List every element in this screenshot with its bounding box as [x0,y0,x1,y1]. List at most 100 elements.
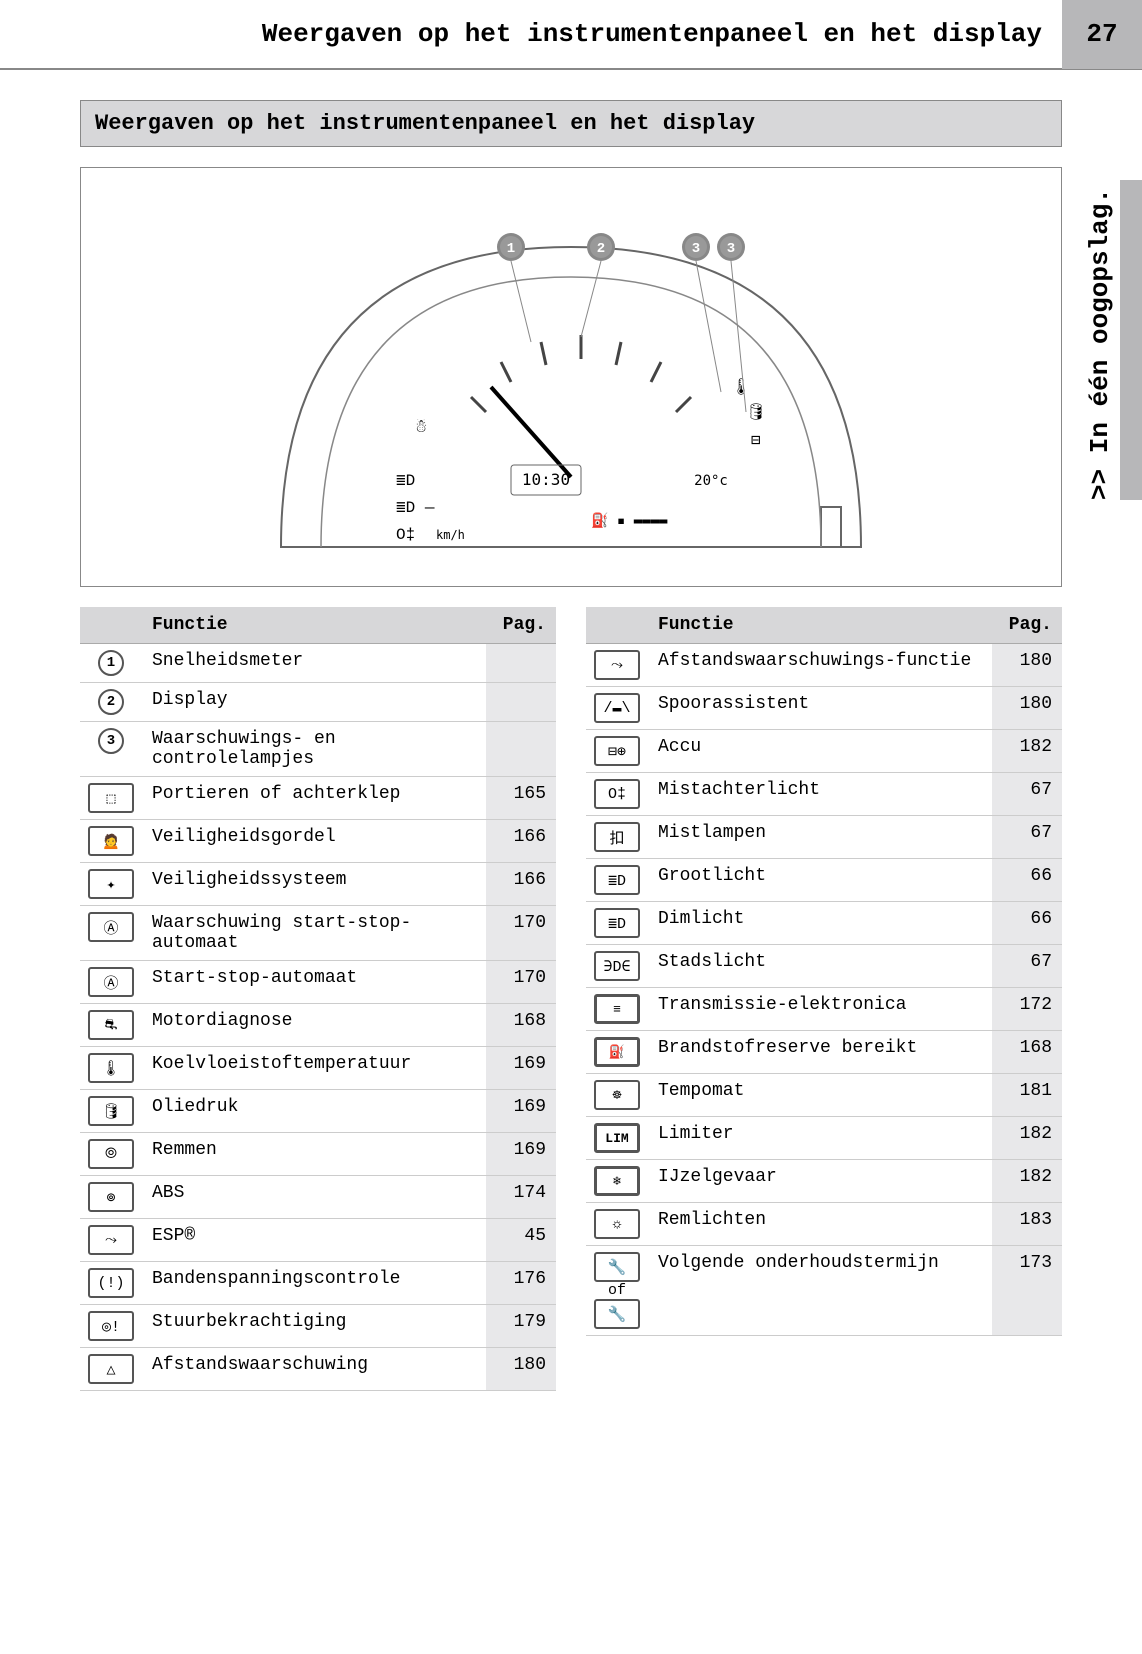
indicator-icon: △ [88,1354,134,1384]
function-label: Snelheidsmeter [142,644,486,683]
page-ref: 168 [486,1004,556,1047]
table-row: (!) Bandenspanningscontrole 176 [80,1262,556,1305]
function-label: Mistlampen [648,816,992,859]
function-label: Veiligheidssysteem [142,863,486,906]
page-ref: 172 [992,988,1062,1031]
indicator-icon: ⦾ [88,1139,134,1169]
indicator-icon: ✦ [88,869,134,899]
table-row: ⊟⊕ Accu 182 [586,730,1062,773]
table-row: ☼ Remlichten 183 [586,1203,1062,1246]
table-row: ❄ IJzelgevaar 182 [586,1160,1062,1203]
table-row: ⤳ ESP® 45 [80,1219,556,1262]
callout-circle-icon: 1 [98,650,124,676]
svg-text:🛢: 🛢 [746,403,766,422]
icon-cell: Ⓐ [80,961,142,1004]
table-row: ⊚ ABS 174 [80,1176,556,1219]
diagram-unit: km/h [436,528,465,542]
icon-cell: ⦾ [80,1133,142,1176]
function-label: Motordiagnose [142,1004,486,1047]
page-ref: 180 [992,687,1062,730]
icon-cell: △ [80,1348,142,1391]
table-row: ⦾ Remmen 169 [80,1133,556,1176]
page-ref: 170 [486,906,556,961]
icon-cell: ⛽ [586,1031,648,1074]
side-tab: >> In één oogopslag. [1082,180,1142,500]
svg-text:3: 3 [692,241,700,257]
function-label: ESP® [142,1219,486,1262]
function-label: Mistachterlicht [648,773,992,816]
table-row: ⬚ Portieren of achterklep 165 [80,777,556,820]
page-ref: 170 [486,961,556,1004]
table-row: ≣D Grootlicht 66 [586,859,1062,902]
table-row: 1 Snelheidsmeter [80,644,556,683]
table-row: O‡ Mistachterlicht 67 [586,773,1062,816]
diagram-temp: 20°c [694,473,728,489]
page-ref: 180 [486,1348,556,1391]
table-row: ≡ Transmissie-elektronica 172 [586,988,1062,1031]
icon-cell: ⊟⊕ [586,730,648,773]
function-label: Brandstofreserve bereikt [648,1031,992,1074]
function-label: Bandenspanningscontrole [142,1262,486,1305]
svg-text:O‡: O‡ [396,526,415,544]
function-label: Remlichten [648,1203,992,1246]
col-func: Functie [648,607,992,644]
indicators-table-right: Functie Pag. ⤳ Afstandswaarschuwings-fun… [586,607,1062,1336]
svg-text:3: 3 [727,241,735,257]
indicator-icon: ☼ [594,1209,640,1239]
table-row: ◎! Stuurbekrachtiging 179 [80,1305,556,1348]
page-ref: 165 [486,777,556,820]
function-label: Veiligheidsgordel [142,820,486,863]
function-label: Start-stop-automaat [142,961,486,1004]
page-ref: 67 [992,773,1062,816]
indicator-icon: /▬\ [594,693,640,723]
indicator-icon: 🛢 [88,1096,134,1126]
indicator-icon: ≣D [594,865,640,895]
function-label: Spoorassistent [648,687,992,730]
callout-circle-icon: 2 [98,689,124,715]
icon-cell: 🌡 [80,1047,142,1090]
page-ref: 66 [992,902,1062,945]
icon-cell: 3 [80,722,142,777]
icon-cell: ⊚ [80,1176,142,1219]
svg-text:⛽ ▪ ▬▬▬▬: ⛽ ▪ ▬▬▬▬ [591,512,668,529]
page-ref [486,683,556,722]
table-row: ∋D∈ Stadslicht 67 [586,945,1062,988]
indicator-icon: ∋D∈ [594,951,640,981]
callout-circle-icon: 3 [98,728,124,754]
page-ref [486,644,556,683]
page-ref: 180 [992,644,1062,687]
function-label: Waarschuwings- en controlelampjes [142,722,486,777]
side-tab-text: >> In één oogopslag. [1085,188,1115,500]
indicator-icon: ❄ [594,1166,640,1196]
function-label: Oliedruk [142,1090,486,1133]
icon-cell: O‡ [586,773,648,816]
page-ref: 169 [486,1090,556,1133]
indicator-icon: ⤳ [594,650,640,680]
table-row: 🛢 Oliedruk 169 [80,1090,556,1133]
table-row: 🔧 of 🔧 Volgende onderhoudstermijn 173 [586,1246,1062,1336]
page-ref: 174 [486,1176,556,1219]
icon-cell: ◎! [80,1305,142,1348]
icon-cell: ≡ [586,988,648,1031]
svg-text:≣D —: ≣D — [396,499,435,517]
col-page: Pag. [992,607,1062,644]
table-row: Ⓐ Waarschuwing start-stop-automaat 170 [80,906,556,961]
page-ref: 166 [486,820,556,863]
indicator-icon: LIM [594,1123,640,1153]
or-text: of [590,1282,644,1299]
page-ref: 183 [992,1203,1062,1246]
page-ref: 182 [992,1117,1062,1160]
page-ref [486,722,556,777]
page-ref: 66 [992,859,1062,902]
indicator-icon: ⬚ [88,783,134,813]
function-label: Koelvloeistoftemperatuur [142,1047,486,1090]
indicator-icon: ⤳ [88,1225,134,1255]
table-row: ≣D Dimlicht 66 [586,902,1062,945]
function-label: Display [142,683,486,722]
icon-cell: 🔧 of 🔧 [586,1246,648,1336]
table-row: 🌡 Koelvloeistoftemperatuur 169 [80,1047,556,1090]
indicator-icon: ⛽ [594,1037,640,1067]
page-ref: 181 [992,1074,1062,1117]
indicator-icon: 🔧 [594,1252,640,1282]
function-label: Volgende onderhoudstermijn [648,1246,992,1336]
